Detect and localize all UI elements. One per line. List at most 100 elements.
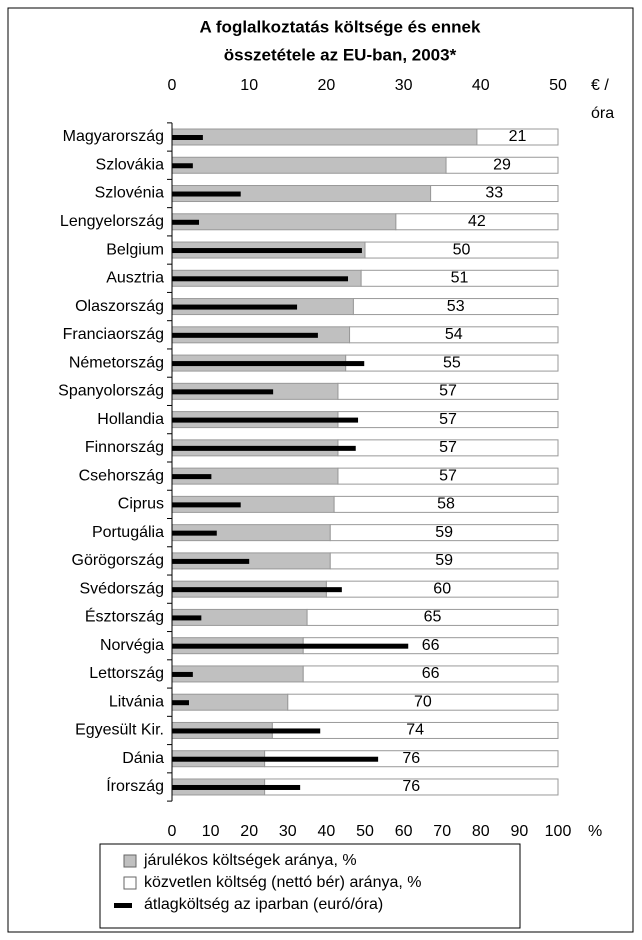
data-label: 76: [402, 750, 420, 767]
x2-tick-label: 10: [240, 77, 258, 94]
data-label: 33: [485, 185, 503, 202]
cost-bar: [172, 784, 301, 790]
cost-bar: [172, 135, 203, 140]
x2-tick-label: 0: [168, 77, 177, 94]
legend-swatch: [114, 903, 132, 908]
bar: [329, 552, 559, 570]
x-tick-label: 30: [279, 823, 297, 840]
bar: [306, 608, 559, 626]
data-label: 70: [414, 693, 432, 710]
y-tick-label: Portugália: [92, 524, 164, 541]
data-label: 54: [445, 326, 463, 343]
y-tick-label: Lengyelország: [60, 213, 164, 230]
bar: [352, 298, 559, 316]
data-label: 59: [435, 524, 453, 541]
frame: [7, 7, 634, 933]
data-label: 21: [509, 128, 527, 145]
y-tick-label: Franciaország: [63, 326, 164, 343]
bar: [171, 128, 478, 146]
x-tick-label: 50: [356, 823, 374, 840]
data-label: 29: [493, 156, 511, 173]
y-tick-label: Görögország: [72, 552, 165, 569]
data-label: 50: [453, 241, 471, 258]
data-label: 53: [447, 298, 465, 315]
cost-bar: [172, 643, 409, 649]
x2-tick-label: 40: [472, 77, 490, 94]
y-tick-label: Szlovákia: [96, 156, 165, 173]
x-tick-label: 20: [240, 823, 258, 840]
bar: [395, 213, 559, 231]
chart-title: A foglalkoztatás költsége és ennek: [200, 17, 481, 36]
bar: [171, 693, 289, 711]
cost-bar: [172, 304, 298, 310]
x-tick-label: 60: [395, 823, 413, 840]
x-tick-label: 100: [545, 823, 572, 840]
chart-title: összetétele az EU-ban, 2003*: [224, 45, 457, 64]
cost-bar: [172, 417, 359, 423]
data-label: 51: [451, 270, 469, 287]
cost-bar: [172, 671, 193, 677]
bar: [337, 467, 559, 485]
data-label: 66: [422, 665, 440, 682]
bar: [337, 382, 559, 400]
cost-bar: [172, 530, 217, 536]
cost-bar: [172, 163, 193, 169]
y-tick-label: Szlovénia: [95, 185, 164, 202]
cost-bar: [172, 361, 365, 367]
y-tick-label: Dánia: [122, 750, 164, 767]
cost-bar: [172, 700, 189, 706]
bar: [171, 213, 397, 231]
cost-bar: [172, 445, 356, 451]
x2-tick-label: 50: [549, 77, 567, 94]
bar: [329, 524, 559, 542]
bar: [430, 185, 559, 203]
legend-swatch: [123, 854, 137, 868]
bar: [171, 156, 447, 174]
cost-bar: [172, 558, 250, 564]
y-tick-label: Belgium: [106, 241, 164, 258]
x2-axis-label: óra: [591, 105, 614, 122]
cost-bar: [172, 502, 241, 508]
x2-axis-label: € /: [591, 77, 609, 94]
cost-bar: [172, 332, 318, 338]
y-tick-label: Svédország: [80, 580, 165, 597]
y-tick-label: Lettország: [89, 665, 164, 682]
data-label: 57: [439, 467, 457, 484]
legend-label: járulékos költségek aránya, %: [143, 852, 357, 869]
x-tick-label: 90: [511, 823, 529, 840]
cost-bar: [172, 191, 241, 197]
y-tick-label: Csehország: [79, 467, 164, 484]
x-axis-label: %: [588, 823, 602, 840]
data-label: 55: [443, 354, 461, 371]
y-tick-label: Németország: [69, 354, 164, 371]
data-label: 76: [402, 778, 420, 795]
y-tick-label: Magyarország: [63, 128, 164, 145]
cost-bar: [172, 756, 379, 762]
bar: [333, 495, 559, 513]
bar: [445, 156, 559, 174]
cost-bar: [172, 728, 321, 734]
bar: [349, 326, 559, 344]
y-tick-label: Egyesült Kir.: [75, 722, 164, 739]
data-label: 74: [406, 722, 424, 739]
cost-bar: [172, 474, 212, 480]
data-label: 58: [437, 496, 455, 513]
y-tick-label: Ausztria: [106, 270, 164, 287]
legend: [99, 843, 521, 929]
cost-bar: [172, 389, 274, 395]
data-label: 60: [433, 580, 451, 597]
cost-bar: [172, 219, 200, 225]
bar: [287, 693, 559, 711]
y-tick-label: Finnország: [85, 439, 164, 456]
x-tick-label: 10: [202, 823, 220, 840]
data-label: 57: [439, 439, 457, 456]
x2-tick-label: 20: [318, 77, 336, 94]
y-tick-label: Ciprus: [118, 496, 164, 513]
cost-bar: [172, 615, 202, 621]
x-tick-label: 40: [318, 823, 336, 840]
cost-bar: [172, 248, 362, 254]
x2-tick-label: 30: [395, 77, 413, 94]
data-label: 65: [424, 609, 442, 626]
y-tick-label: Olaszország: [75, 298, 164, 315]
